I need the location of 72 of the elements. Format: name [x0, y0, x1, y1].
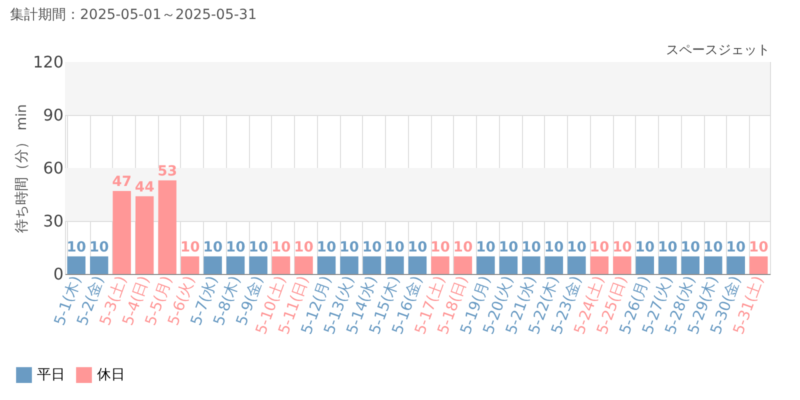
bar	[522, 256, 540, 274]
data-label: 10	[566, 239, 587, 256]
y-axis-title: 待ち時間（分） min	[14, 104, 30, 233]
data-label: 10	[658, 239, 678, 256]
bar	[112, 190, 131, 274]
bar	[249, 256, 268, 274]
bar	[204, 256, 222, 274]
y-tick-label: 90	[43, 106, 64, 124]
data-label: 10	[248, 239, 268, 256]
bar	[90, 256, 108, 274]
bar	[658, 256, 677, 274]
bar	[704, 256, 722, 274]
data-label: 10	[385, 239, 405, 256]
data-label: 44	[134, 179, 155, 196]
bar	[180, 256, 200, 274]
data-label: 47	[112, 174, 132, 190]
bar	[386, 256, 404, 274]
data-label: 10	[453, 239, 473, 256]
bar	[499, 256, 518, 274]
data-label: 10	[408, 239, 428, 256]
y-tick-label: 30	[43, 212, 64, 230]
bar	[476, 256, 495, 274]
data-label: 10	[294, 239, 314, 256]
data-label: 10	[544, 239, 564, 256]
bar	[136, 196, 154, 274]
data-label: 10	[226, 239, 246, 256]
data-label: 10	[680, 239, 700, 256]
data-label: 10	[498, 239, 518, 256]
bar	[317, 256, 336, 274]
legend-label: 平日	[37, 367, 65, 384]
legend-label: 休日	[97, 367, 125, 384]
data-label: 10	[340, 239, 360, 256]
data-label: 10	[476, 239, 496, 256]
bar	[544, 256, 564, 274]
bar	[681, 256, 700, 274]
data-label: 10	[203, 239, 223, 256]
bar	[362, 256, 382, 274]
data-label: 10	[521, 239, 542, 256]
data-label: 10	[66, 239, 86, 256]
bar	[272, 256, 290, 274]
data-label: 10	[430, 239, 450, 256]
data-label: 10	[635, 239, 655, 256]
y-tick-label: 60	[43, 158, 64, 178]
bar	[431, 256, 450, 274]
bar	[226, 256, 245, 274]
data-label: 10	[271, 239, 292, 256]
bar	[158, 180, 176, 274]
bar	[726, 256, 745, 274]
bar	[568, 256, 586, 274]
bar	[590, 256, 609, 274]
bar	[294, 256, 313, 274]
data-label: 10	[612, 239, 632, 256]
y-tick-label: 120	[32, 52, 64, 72]
data-label: 10	[748, 239, 769, 256]
bar	[340, 256, 358, 274]
y-tick-label: 0	[53, 264, 64, 284]
data-label: 10	[726, 239, 746, 256]
bar	[613, 256, 632, 274]
bar	[636, 256, 654, 274]
bar	[454, 256, 472, 274]
data-label: 10	[590, 239, 610, 256]
data-label: 10	[180, 239, 200, 256]
chart-title: 集計期間：2025-05-01～2025-05-31	[10, 7, 257, 23]
data-label: 10	[316, 239, 337, 256]
data-label: 10	[89, 239, 110, 256]
data-label: 10	[703, 239, 724, 256]
bar	[67, 256, 86, 274]
bar	[750, 256, 768, 274]
data-label: 10	[362, 239, 382, 256]
chart-subtitle: スペースジェット	[666, 43, 770, 58]
bar	[408, 256, 427, 274]
data-label: 53	[158, 163, 178, 180]
